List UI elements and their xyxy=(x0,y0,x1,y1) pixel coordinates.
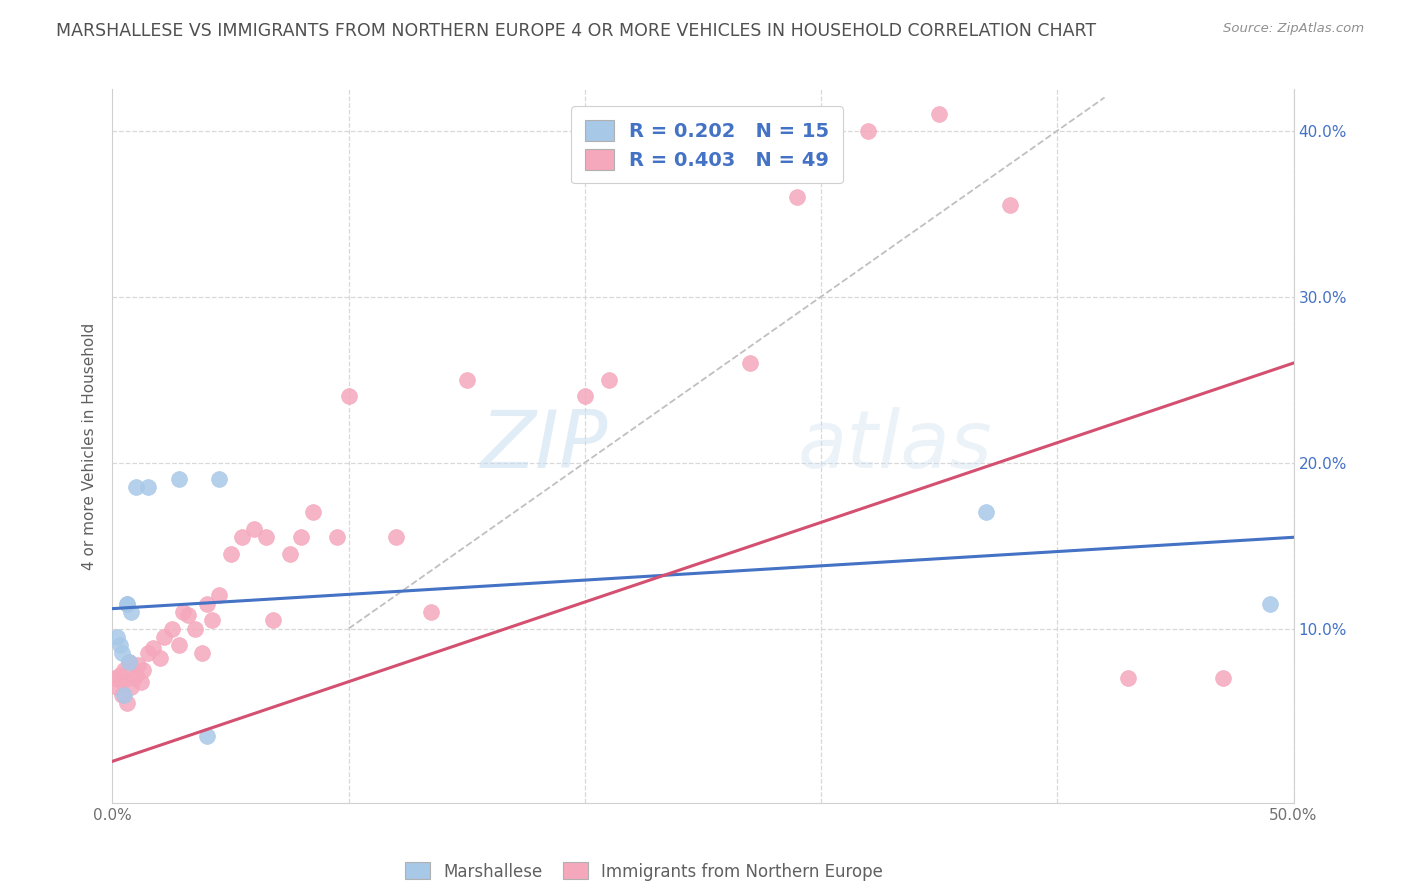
Point xyxy=(858,124,880,138)
Point xyxy=(184,622,207,636)
Point xyxy=(262,613,284,627)
Text: atlas: atlas xyxy=(797,407,993,485)
Text: ZIP: ZIP xyxy=(481,407,609,485)
Point xyxy=(326,530,349,544)
Point xyxy=(167,638,190,652)
Text: MARSHALLESE VS IMMIGRANTS FROM NORTHERN EUROPE 4 OR MORE VEHICLES IN HOUSEHOLD C: MARSHALLESE VS IMMIGRANTS FROM NORTHERN … xyxy=(56,22,1097,40)
Point xyxy=(598,373,620,387)
Point xyxy=(120,605,142,619)
Point xyxy=(278,547,301,561)
Point xyxy=(337,389,360,403)
Point xyxy=(111,647,134,661)
Point xyxy=(127,658,149,673)
Point xyxy=(160,622,183,636)
Point xyxy=(1116,671,1139,685)
Point xyxy=(136,647,159,661)
Point xyxy=(118,655,141,669)
Point xyxy=(243,522,266,536)
Point xyxy=(111,688,134,702)
Point xyxy=(125,481,148,495)
Point xyxy=(142,641,165,656)
Point xyxy=(105,680,128,694)
Point xyxy=(115,597,138,611)
Point xyxy=(118,655,141,669)
Point xyxy=(108,668,131,682)
Point xyxy=(129,674,152,689)
Point xyxy=(420,605,443,619)
Point xyxy=(132,663,155,677)
Point xyxy=(976,505,998,519)
Point xyxy=(122,671,145,685)
Text: Source: ZipAtlas.com: Source: ZipAtlas.com xyxy=(1223,22,1364,36)
Point xyxy=(108,638,131,652)
Point xyxy=(456,373,478,387)
Point xyxy=(191,647,214,661)
Point xyxy=(385,530,408,544)
Point xyxy=(574,389,596,403)
Point xyxy=(177,608,200,623)
Point xyxy=(208,472,231,486)
Point xyxy=(120,680,142,694)
Point xyxy=(231,530,253,544)
Point xyxy=(111,674,134,689)
Point xyxy=(149,651,172,665)
Legend: Marshallese, Immigrants from Northern Europe: Marshallese, Immigrants from Northern Eu… xyxy=(398,855,890,888)
Point xyxy=(195,597,218,611)
Point xyxy=(1258,597,1281,611)
Point xyxy=(195,730,218,744)
Y-axis label: 4 or more Vehicles in Household: 4 or more Vehicles in Household xyxy=(82,322,97,570)
Point xyxy=(115,696,138,710)
Point xyxy=(208,588,231,602)
Point xyxy=(290,530,312,544)
Point xyxy=(115,597,138,611)
Point xyxy=(112,663,135,677)
Point xyxy=(786,190,808,204)
Point xyxy=(254,530,277,544)
Point xyxy=(201,613,224,627)
Point xyxy=(136,481,159,495)
Point xyxy=(998,198,1021,212)
Point xyxy=(104,671,127,685)
Point xyxy=(112,688,135,702)
Point xyxy=(172,605,194,619)
Point xyxy=(1212,671,1234,685)
Point xyxy=(105,630,128,644)
Point xyxy=(153,630,176,644)
Point xyxy=(302,505,325,519)
Point xyxy=(167,472,190,486)
Point xyxy=(740,356,762,370)
Point xyxy=(928,107,950,121)
Point xyxy=(219,547,242,561)
Point xyxy=(125,668,148,682)
